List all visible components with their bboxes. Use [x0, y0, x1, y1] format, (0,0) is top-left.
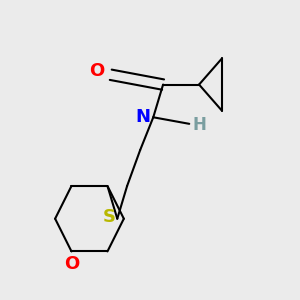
Text: O: O	[64, 255, 79, 273]
Text: S: S	[103, 208, 116, 226]
Text: H: H	[193, 116, 206, 134]
Text: N: N	[135, 108, 150, 126]
Text: O: O	[89, 62, 104, 80]
